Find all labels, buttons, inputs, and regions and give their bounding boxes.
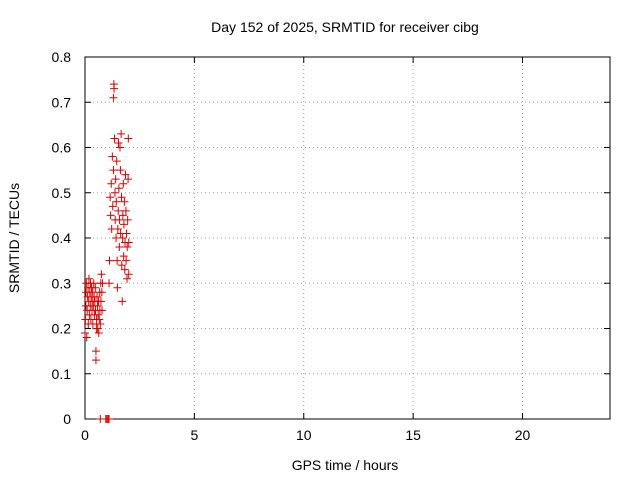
x-tick-label: 15 [405, 427, 421, 443]
data-point [91, 356, 100, 365]
data-point [82, 333, 91, 342]
data-point [109, 166, 118, 175]
data-point [96, 319, 105, 328]
data-point [117, 261, 126, 270]
y-tick-label: 0.4 [52, 230, 72, 246]
y-tick-label: 0.6 [52, 140, 72, 156]
data-point [116, 166, 125, 175]
y-tick-label: 0.2 [52, 321, 72, 337]
data-point [93, 324, 102, 333]
data-point [118, 297, 127, 306]
data-point [115, 243, 124, 252]
data-point [117, 193, 126, 202]
data-point [114, 184, 123, 193]
y-tick-label: 0.8 [52, 49, 72, 65]
data-point [91, 347, 100, 356]
data-point [124, 175, 133, 184]
x-tick-label: 5 [190, 427, 198, 443]
data-point [114, 206, 123, 215]
data-point [93, 292, 102, 301]
data-point [98, 306, 107, 315]
data-point [114, 138, 123, 147]
x-axis-label: GPS time / hours [292, 457, 399, 473]
data-point [95, 315, 104, 324]
data-point [84, 274, 93, 283]
data-point [115, 215, 124, 224]
data-point [94, 329, 103, 338]
data-point [108, 202, 117, 211]
data-point [120, 265, 129, 274]
data-point [110, 188, 119, 197]
x-tick-labels: 0 5 10 15 20 [81, 427, 530, 443]
data-point [105, 256, 114, 265]
data-point [88, 288, 97, 297]
x-tick-label: 10 [296, 427, 312, 443]
data-point [118, 211, 127, 220]
y-axis-label: SRMTID / TECUs [6, 183, 22, 293]
data-point [106, 211, 115, 220]
data-point [108, 152, 117, 161]
data-point [112, 197, 121, 206]
grid [85, 57, 610, 419]
data-point [110, 134, 119, 143]
data-point [81, 329, 89, 338]
y-tick-label: 0.3 [52, 275, 72, 291]
data-point [105, 279, 114, 288]
data-point [123, 215, 132, 224]
data-points [81, 80, 133, 423]
data-point [124, 270, 133, 279]
data-point [122, 229, 131, 238]
data-point [122, 256, 131, 265]
data-point [119, 252, 128, 261]
y-tick-labels: 0 0.1 0.2 0.3 0.4 0.5 0.6 0.7 0.8 [52, 49, 72, 427]
data-point [119, 220, 128, 229]
data-point [123, 243, 132, 252]
data-point [119, 179, 128, 188]
y-tick-label: 0.5 [52, 185, 72, 201]
data-point [110, 84, 119, 93]
axis-ticks [84, 56, 610, 420]
data-point [105, 415, 114, 423]
data-point [113, 224, 122, 233]
plot-frame [84, 56, 611, 420]
data-point [118, 234, 127, 242]
data-point [121, 170, 130, 179]
x-tick-label: 20 [515, 427, 531, 443]
data-point [109, 93, 118, 102]
data-point [113, 256, 122, 265]
data-point [124, 238, 133, 247]
data-point [121, 206, 130, 215]
data-point [89, 279, 98, 288]
x-tick-label: 0 [81, 427, 89, 443]
data-point [124, 134, 133, 143]
data-point [97, 288, 106, 297]
y-tick-label: 0 [63, 411, 71, 427]
data-point [97, 270, 106, 279]
data-point [91, 283, 100, 292]
data-point [96, 297, 105, 306]
data-point [117, 129, 126, 138]
data-point [111, 175, 120, 184]
data-point [88, 319, 97, 328]
data-point [113, 283, 122, 292]
data-point [93, 301, 102, 310]
data-point [123, 274, 131, 283]
y-tick-label: 0.1 [52, 366, 72, 382]
data-point [120, 197, 129, 206]
data-point [107, 179, 116, 188]
data-point [112, 157, 121, 166]
data-point [94, 310, 103, 319]
data-point [116, 143, 124, 152]
chart-title: Day 152 of 2025, SRMTID for receiver cib… [211, 19, 479, 35]
y-tick-label: 0.7 [52, 94, 72, 110]
data-point [106, 193, 115, 202]
